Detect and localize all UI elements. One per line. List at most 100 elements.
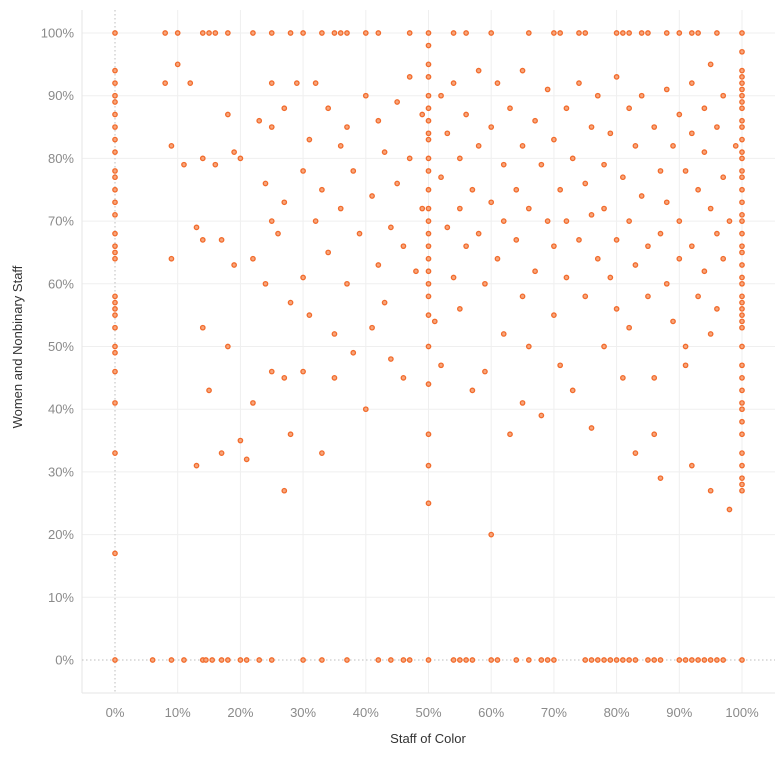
- data-point: [275, 230, 281, 237]
- data-point: [500, 161, 507, 168]
- data-point: [513, 186, 520, 193]
- data-point: [707, 657, 714, 663]
- data-point: [651, 374, 658, 381]
- data-point: [739, 487, 745, 494]
- data-point: [588, 211, 595, 218]
- data-point: [394, 180, 400, 187]
- data-point: [739, 387, 745, 394]
- data-point: [626, 324, 632, 331]
- data-point: [513, 657, 520, 663]
- data-point: [557, 362, 564, 369]
- data-point: [695, 293, 701, 300]
- data-point: [682, 343, 689, 350]
- data-point: [663, 86, 670, 93]
- data-point: [463, 111, 469, 118]
- y-tick-label: 10%: [48, 590, 74, 605]
- data-point: [425, 74, 432, 80]
- data-point: [582, 180, 589, 187]
- data-point: [262, 280, 269, 287]
- y-tick-label: 90%: [48, 88, 74, 103]
- data-point: [538, 161, 545, 168]
- data-point: [369, 324, 375, 331]
- data-point: [645, 657, 651, 663]
- data-point: [425, 117, 432, 124]
- data-point: [112, 349, 118, 356]
- data-point: [225, 111, 231, 118]
- data-point: [112, 30, 118, 36]
- data-point: [500, 331, 507, 337]
- data-point: [112, 111, 118, 118]
- x-tick-label: 100%: [725, 705, 759, 720]
- data-point: [425, 92, 432, 99]
- data-point: [701, 657, 708, 663]
- x-tick-label: 40%: [353, 705, 379, 720]
- data-point: [237, 657, 244, 663]
- data-point: [250, 400, 256, 406]
- data-point: [551, 243, 557, 250]
- data-point: [203, 657, 209, 663]
- data-point: [563, 218, 570, 224]
- data-point: [670, 318, 676, 325]
- data-point: [112, 230, 118, 237]
- data-point: [168, 143, 175, 149]
- data-point: [739, 80, 745, 87]
- data-point: [112, 450, 118, 456]
- data-point: [456, 155, 463, 162]
- data-point: [193, 462, 200, 469]
- data-point: [218, 450, 225, 456]
- data-point: [739, 406, 745, 413]
- data-point: [632, 262, 639, 268]
- data-point: [620, 174, 626, 181]
- y-tick-label: 60%: [48, 276, 74, 291]
- data-point: [588, 124, 595, 130]
- data-point: [739, 293, 745, 300]
- data-point: [112, 306, 118, 312]
- data-point: [720, 174, 727, 181]
- data-point: [475, 67, 482, 74]
- data-point: [532, 268, 538, 275]
- data-point: [425, 293, 432, 300]
- data-point: [287, 30, 294, 36]
- data-point: [388, 224, 394, 231]
- data-point: [607, 657, 614, 663]
- data-point: [331, 331, 338, 337]
- data-point: [413, 268, 419, 275]
- data-point: [695, 186, 701, 193]
- data-point: [494, 657, 501, 663]
- data-point: [344, 280, 350, 287]
- data-point: [707, 61, 714, 68]
- data-point: [714, 30, 720, 36]
- data-point: [638, 30, 645, 36]
- data-point: [714, 124, 720, 130]
- y-tick-label: 20%: [48, 527, 74, 542]
- data-point: [388, 356, 394, 362]
- data-point: [613, 237, 620, 243]
- data-point: [400, 657, 407, 663]
- data-point: [306, 136, 313, 143]
- data-point: [688, 130, 695, 137]
- data-point: [406, 155, 413, 162]
- data-point: [739, 481, 745, 488]
- data-point: [601, 205, 607, 212]
- data-point: [739, 230, 745, 237]
- data-point: [620, 374, 626, 381]
- data-point: [538, 657, 545, 663]
- data-point: [607, 130, 614, 137]
- data-point: [525, 343, 532, 350]
- data-point: [475, 143, 482, 149]
- data-point: [425, 268, 432, 275]
- data-point: [250, 30, 256, 36]
- y-tick-labels: 0% 10% 20% 30% 40% 50% 60% 70% 80% 90% 100%: [41, 26, 75, 668]
- data-point: [601, 657, 607, 663]
- data-point: [739, 249, 745, 256]
- data-point: [356, 230, 363, 237]
- data-point: [375, 262, 382, 268]
- y-tick-label: 50%: [48, 339, 74, 354]
- data-point: [739, 174, 745, 181]
- data-point: [551, 30, 557, 36]
- data-point: [594, 657, 601, 663]
- data-point: [525, 657, 532, 663]
- y-tick-label: 80%: [48, 151, 74, 166]
- data-point: [281, 105, 288, 112]
- data-point: [739, 274, 745, 281]
